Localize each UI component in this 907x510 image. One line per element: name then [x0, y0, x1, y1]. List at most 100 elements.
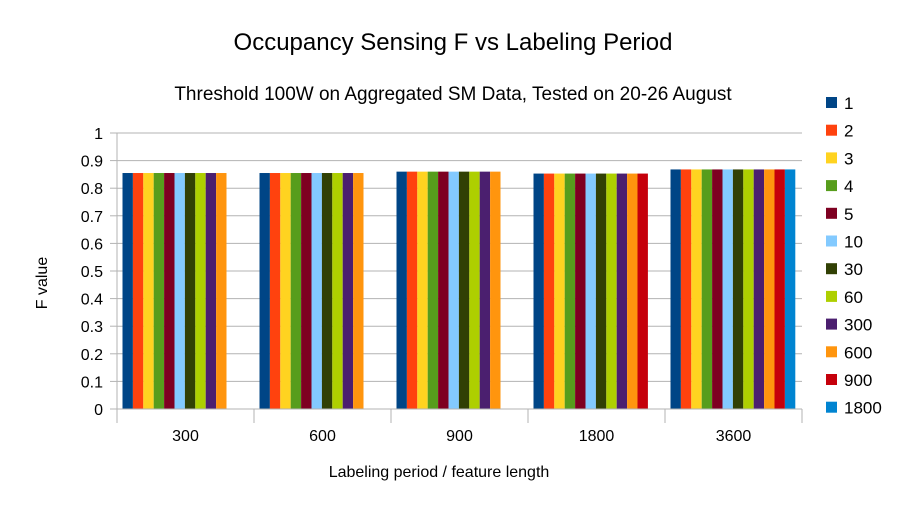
legend-swatch-3 [826, 152, 837, 164]
legend-swatch-1 [826, 97, 837, 108]
bar-1800-3600 [784, 169, 796, 409]
bar-3-300 [143, 173, 154, 409]
y-tick-label: 0.2 [81, 347, 103, 364]
bar-2-600 [269, 173, 281, 409]
bar-300-3600 [753, 169, 765, 409]
legend-swatch-60 [826, 290, 837, 302]
bar-4-300 [153, 173, 165, 409]
bar-600-600 [353, 173, 364, 409]
bar-60-900 [469, 171, 480, 409]
bar-4-1800 [564, 173, 576, 409]
bar-30-3600 [732, 169, 744, 409]
bar-300-1800 [616, 173, 628, 409]
bar-3-600 [280, 173, 291, 409]
bars [122, 169, 796, 409]
bar-30-900 [458, 171, 470, 409]
legend-label-900: 900 [844, 371, 872, 390]
bar-60-3600 [743, 169, 754, 409]
bar-60-1800 [606, 173, 617, 409]
legend-swatch-900 [826, 374, 837, 385]
legend-swatch-4 [826, 180, 837, 192]
chart-subtitle: Threshold 100W on Aggregated SM Data, Te… [174, 84, 732, 105]
legend-label-1800: 1800 [844, 399, 882, 418]
bar-300-900 [479, 171, 491, 409]
bar-1-900 [396, 171, 407, 409]
bar-10-300 [174, 173, 185, 409]
bar-1-1800 [533, 173, 544, 409]
bar-10-600 [311, 173, 322, 409]
y-tick-label: 0.9 [81, 154, 103, 171]
bar-30-600 [321, 173, 333, 409]
bar-2-1800 [543, 173, 555, 409]
y-tick-label: 0.5 [81, 264, 103, 281]
x-tick-label: 300 [172, 428, 199, 445]
y-tick-label: 0.3 [81, 319, 103, 336]
legend-label-10: 10 [844, 233, 863, 252]
legend-swatch-1800 [826, 401, 837, 413]
legend-label-1: 1 [844, 94, 853, 113]
bar-60-300 [195, 173, 206, 409]
bar-30-300 [184, 173, 196, 409]
y-tick-label: 0.4 [81, 292, 103, 309]
bar-1-3600 [670, 169, 681, 409]
bar-5-300 [164, 173, 175, 409]
x-tick-labels: 300 600 900 1800 3600 [172, 428, 751, 445]
bar-3-900 [417, 171, 428, 409]
y-tick-label: 0.8 [81, 181, 103, 198]
bar-60-600 [332, 173, 343, 409]
bar-600-3600 [764, 169, 775, 409]
legend-label-3: 3 [844, 149, 853, 168]
legend-swatch-2 [826, 124, 837, 136]
bar-1-300 [122, 173, 133, 409]
legend-swatch-30 [826, 263, 837, 275]
y-tick-labels: 0 0.1 0.2 0.3 0.4 0.5 0.6 0.7 0.8 0.9 1 [81, 126, 103, 419]
chart-title: Occupancy Sensing F vs Labeling Period [234, 29, 673, 56]
bar-5-1800 [575, 173, 586, 409]
x-axis-label: Labeling period / feature length [329, 464, 550, 481]
bar-600-1800 [627, 173, 638, 409]
y-tick-label: 0.6 [81, 236, 103, 253]
legend: 1 2 3 4 5 10 30 60 300 600 900 1800 [826, 94, 882, 418]
legend-label-5: 5 [844, 205, 853, 224]
bar-900-3600 [774, 169, 785, 409]
legend-swatch-5 [826, 207, 837, 219]
legend-label-30: 30 [844, 260, 863, 279]
bar-300-300 [205, 173, 217, 409]
legend-label-60: 60 [844, 288, 863, 307]
bar-5-3600 [712, 169, 723, 409]
bar-3-1800 [554, 173, 565, 409]
bar-4-900 [427, 171, 439, 409]
bar-2-3600 [680, 169, 692, 409]
legend-label-300: 300 [844, 316, 872, 335]
x-tick-label: 600 [309, 428, 336, 445]
bar-900-1800 [637, 173, 648, 409]
bar-3-3600 [691, 169, 702, 409]
y-tick-label: 0.7 [81, 209, 103, 226]
bar-30-1800 [595, 173, 607, 409]
bar-10-1800 [585, 173, 596, 409]
y-tick-label: 0.1 [81, 374, 103, 391]
bar-2-900 [406, 171, 418, 409]
bar-10-3600 [722, 169, 733, 409]
legend-label-600: 600 [844, 343, 872, 362]
y-axis-label: F value [34, 257, 51, 310]
y-tick-label: 0 [94, 402, 103, 419]
legend-swatch-300 [826, 318, 837, 330]
bar-5-600 [301, 173, 312, 409]
y-tick-label: 1 [94, 126, 103, 143]
legend-swatch-600 [826, 346, 837, 358]
bar-2-300 [132, 173, 144, 409]
bar-300-600 [342, 173, 354, 409]
legend-swatch-10 [826, 235, 837, 247]
x-tick-label: 900 [446, 428, 473, 445]
legend-label-2: 2 [844, 122, 853, 141]
bar-600-300 [216, 173, 227, 409]
axes [116, 133, 803, 423]
bar-4-3600 [701, 169, 713, 409]
bar-4-600 [290, 173, 302, 409]
bar-1-600 [259, 173, 270, 409]
x-tick-label: 1800 [579, 428, 615, 445]
bar-5-900 [438, 171, 449, 409]
bar-10-900 [448, 171, 459, 409]
